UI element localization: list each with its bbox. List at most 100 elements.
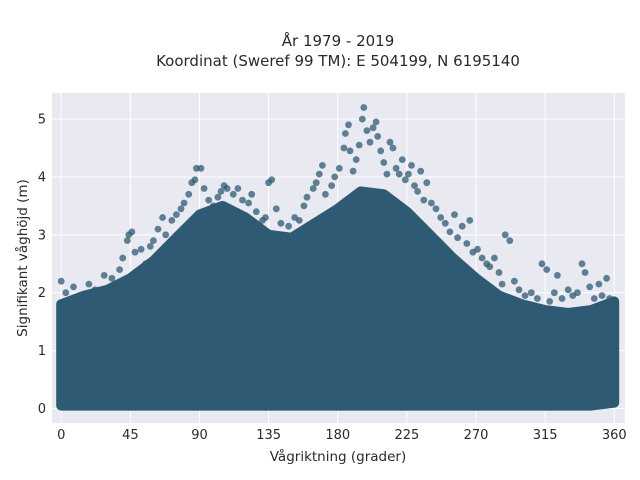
data-point (603, 274, 610, 282)
data-point (511, 277, 518, 285)
data-point (534, 295, 541, 302)
data-point (491, 254, 498, 262)
data-point (366, 138, 374, 146)
data-point (168, 217, 176, 224)
x-tick-label: 315 (533, 428, 558, 443)
data-point (383, 170, 391, 178)
x-tick-label: 45 (122, 428, 139, 443)
data-point (432, 205, 440, 213)
y-tick-label: 2 (38, 286, 46, 301)
data-point (495, 269, 503, 276)
data-point (441, 219, 449, 227)
data-point (411, 182, 418, 190)
data-point (446, 228, 454, 236)
data-point (340, 144, 348, 152)
y-tick-label: 1 (38, 344, 46, 359)
data-point (466, 217, 474, 224)
data-point (91, 286, 99, 294)
data-point (515, 286, 523, 294)
data-point (262, 214, 269, 221)
data-point (451, 211, 458, 219)
data-point (428, 199, 435, 207)
data-point (146, 243, 154, 250)
data-point (119, 254, 127, 262)
data-point (458, 222, 466, 230)
y-axis-label: Signifikant våghöjd (m) (14, 179, 31, 337)
data-point (358, 115, 366, 123)
y-tick-label: 3 (38, 228, 46, 243)
data-point (277, 219, 285, 227)
data-point (405, 170, 412, 178)
data-point (346, 147, 354, 155)
data-point (454, 234, 461, 242)
data-point (142, 260, 150, 268)
data-point (303, 193, 311, 201)
data-point (463, 240, 471, 247)
data-point (414, 188, 421, 195)
data-point (498, 280, 506, 288)
data-point (345, 121, 352, 129)
data-point (612, 300, 620, 308)
data-point (328, 182, 335, 190)
data-point (527, 289, 535, 297)
y-tick-label: 4 (38, 170, 46, 185)
data-point (377, 147, 385, 155)
data-point (200, 185, 208, 192)
data-point (272, 205, 280, 213)
data-point (398, 156, 406, 164)
data-point (191, 176, 199, 184)
data-point (546, 298, 554, 305)
data-point (309, 185, 317, 192)
data-point (389, 144, 397, 152)
x-axis-label: Vågriktning (grader) (270, 448, 407, 465)
data-point (550, 289, 558, 297)
data-point (392, 164, 400, 172)
data-point (352, 156, 360, 164)
data-point (85, 280, 93, 288)
data-point (205, 196, 213, 204)
data-point (159, 214, 167, 221)
data-point (245, 199, 253, 207)
data-point (177, 205, 185, 213)
data-point (295, 217, 303, 224)
data-point (128, 228, 136, 236)
y-axis-ticks: 0 1 2 3 4 5 (38, 113, 46, 417)
x-tick-label: 270 (464, 428, 489, 443)
data-point (285, 222, 292, 230)
data-point (360, 104, 368, 111)
data-point (586, 283, 594, 291)
data-point (62, 289, 70, 297)
data-point (574, 289, 581, 297)
data-point (248, 190, 256, 198)
data-point (408, 162, 415, 169)
data-point (401, 176, 409, 184)
x-tick-label: 360 (602, 428, 627, 443)
data-point (322, 190, 329, 198)
x-tick-label: 180 (325, 428, 350, 443)
data-point (564, 286, 572, 294)
data-point (437, 214, 445, 221)
data-point (214, 193, 222, 201)
data-point (506, 237, 514, 245)
data-point (300, 202, 308, 210)
data-point (315, 170, 323, 178)
data-point (342, 130, 349, 137)
data-point (423, 179, 431, 187)
chart-subtitle: Koordinat (Sweref 99 TM): E 504199, N 61… (156, 52, 520, 70)
y-tick-label: 5 (38, 113, 46, 128)
data-point (595, 280, 603, 288)
data-point (380, 159, 388, 166)
data-point (252, 208, 260, 216)
data-point (217, 188, 225, 195)
data-point (223, 185, 231, 192)
data-point (162, 231, 170, 239)
data-point (355, 141, 363, 149)
data-point (150, 237, 157, 245)
data-point (57, 277, 65, 285)
x-tick-label: 135 (256, 428, 281, 443)
data-point (319, 162, 326, 169)
data-point (154, 225, 162, 233)
data-point (312, 179, 320, 187)
data-point (123, 237, 131, 245)
